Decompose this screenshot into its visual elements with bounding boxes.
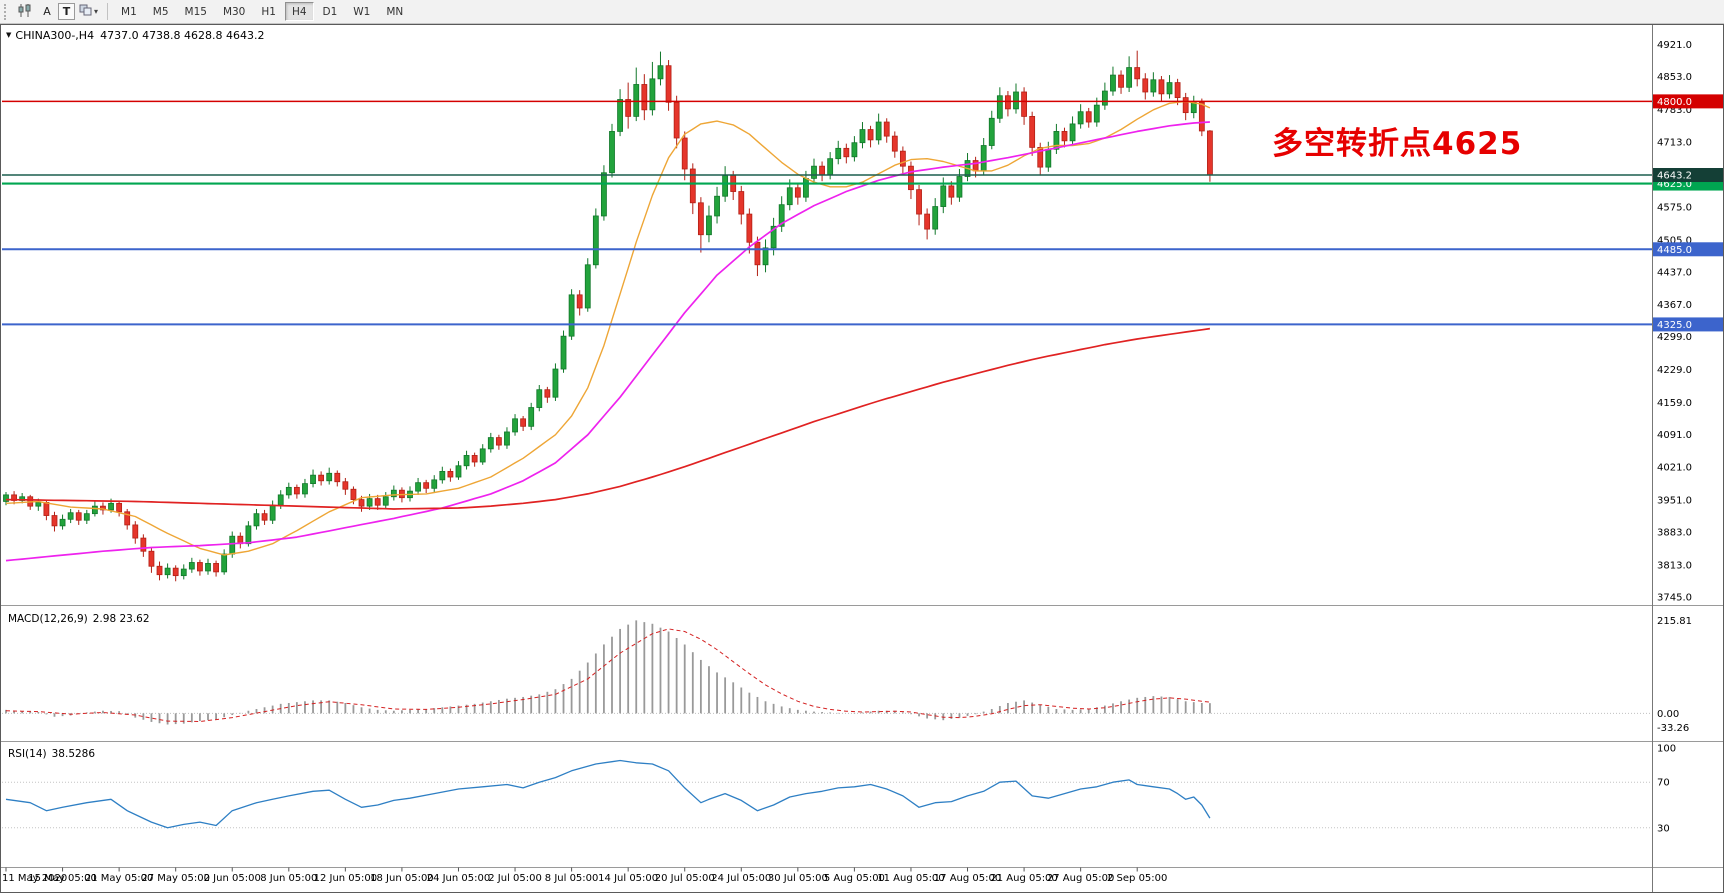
svg-text:20 Jul 05:00: 20 Jul 05:00 [655,873,715,884]
svg-text:4229.0: 4229.0 [1657,365,1692,376]
svg-text:4783.0: 4783.0 [1657,105,1692,116]
svg-text:30: 30 [1657,823,1670,834]
chart-canvas[interactable]: 4921.0 4853.0 4783.0 4713.0 4575.0 4505.0 4437… [0,24,1724,893]
svg-text:4713.0: 4713.0 [1657,138,1692,149]
svg-text:21 Aug 05:00: 21 Aug 05:00 [990,873,1057,884]
svg-text:24 Jun 05:00: 24 Jun 05:00 [427,873,491,884]
svg-text:2 Jul 05:00: 2 Jul 05:00 [488,873,542,884]
svg-text:4505.0: 4505.0 [1657,235,1692,246]
svg-text:4800.0: 4800.0 [1657,97,1692,108]
svg-text:14 Jul 05:00: 14 Jul 05:00 [598,873,658,884]
svg-text:30 Jul 05:00: 30 Jul 05:00 [768,873,828,884]
timeframe-h4-button[interactable]: H4 [284,2,314,21]
chart-candles-icon [18,3,32,20]
svg-text:27 Aug 05:00: 27 Aug 05:00 [1047,873,1114,884]
rsi-value: 38.5286 [51,748,96,760]
chart-symbol-period: CHINA300-,H4 [15,29,95,42]
timeframe-h1-button[interactable]: H1 [254,2,283,21]
macd-indicator-label: MACD(12,26,9) 2.98 23.62 [8,613,150,625]
objects-icon [79,4,92,19]
timeframe-d1-button[interactable]: D1 [316,2,345,21]
rsi-name: RSI(14) [8,748,47,760]
timeframe-m15-button[interactable]: M15 [178,2,214,21]
svg-text:8 Jun 05:00: 8 Jun 05:00 [260,873,317,884]
timeframe-mn-button[interactable]: MN [379,2,410,21]
svg-text:21 May 05:00: 21 May 05:00 [85,873,154,884]
svg-text:4921.0: 4921.0 [1657,40,1692,51]
svg-text:70: 70 [1657,778,1670,789]
svg-text:17 Aug 05:00: 17 Aug 05:00 [934,873,1001,884]
svg-text:3883.0: 3883.0 [1657,527,1692,538]
svg-text:18 Jun 05:00: 18 Jun 05:00 [370,873,434,884]
chart-dropdown-icon[interactable]: ▼ [6,31,12,39]
svg-text:4437.0: 4437.0 [1657,267,1692,278]
annotation-text[interactable]: 多空转折点4625 [1272,126,1523,162]
svg-text:4091.0: 4091.0 [1657,430,1692,441]
svg-text:4485.0: 4485.0 [1657,245,1692,256]
svg-text:3745.0: 3745.0 [1657,592,1692,603]
svg-text:8 Jul 05:00: 8 Jul 05:00 [545,873,599,884]
toolbar-separator [107,3,109,20]
svg-text:15 May 05:00: 15 May 05:00 [28,873,97,884]
toolbar: A T ▾ M1 M5 M15 M30 H1 H4 D1 W1 MN [0,0,1724,24]
svg-text:5 Aug 05:00: 5 Aug 05:00 [824,873,885,884]
svg-text:4853.0: 4853.0 [1657,72,1692,83]
svg-text:4575.0: 4575.0 [1657,203,1692,214]
macd-values: 2.98 23.62 [92,613,150,625]
svg-text:3951.0: 3951.0 [1657,496,1692,507]
chart-type-button[interactable] [14,2,36,22]
svg-text:100: 100 [1657,744,1676,755]
caret-down-icon: ▾ [94,7,99,16]
svg-text:4643.2: 4643.2 [1657,171,1692,182]
timeframe-m30-button[interactable]: M30 [216,2,252,21]
svg-text:2 Jun 05:00: 2 Jun 05:00 [204,873,261,884]
svg-text:4367.0: 4367.0 [1657,300,1692,311]
svg-text:2 Sep 05:00: 2 Sep 05:00 [1107,873,1167,884]
svg-text:24 Jul 05:00: 24 Jul 05:00 [711,873,771,884]
timeframe-m1-button[interactable]: M1 [114,2,144,21]
svg-text:4299.0: 4299.0 [1657,332,1692,343]
timeframe-m5-button[interactable]: M5 [146,2,176,21]
svg-text:27 May 05:00: 27 May 05:00 [141,873,210,884]
chart-title: ▼ CHINA300-,H4 4737.0 4738.8 4628.8 4643.2 [6,29,265,42]
svg-text:0.00: 0.00 [1657,709,1679,720]
chart-window[interactable]: 4921.0 4853.0 4783.0 4713.0 4575.0 4505.0 4437… [0,24,1724,893]
cursor-tool-button[interactable]: A [36,2,58,22]
svg-text:4159.0: 4159.0 [1657,398,1692,409]
macd-name: MACD(12,26,9) [8,613,88,625]
toolbar-grip[interactable] [4,3,10,20]
svg-text:4325.0: 4325.0 [1657,320,1692,331]
svg-text:11 May 2020: 11 May 2020 [2,873,67,884]
svg-text:11 Aug 05:00: 11 Aug 05:00 [877,873,944,884]
svg-text:3813.0: 3813.0 [1657,560,1692,571]
chart-ohlc-values: 4737.0 4738.8 4628.8 4643.2 [100,29,265,42]
svg-text:4021.0: 4021.0 [1657,463,1692,474]
rsi-indicator-label: RSI(14) 38.5286 [8,748,95,760]
svg-text:4625.0: 4625.0 [1657,179,1692,190]
svg-text:-33.26: -33.26 [1657,723,1689,734]
timeframe-w1-button[interactable]: W1 [346,2,377,21]
svg-text:215.81: 215.81 [1657,616,1692,627]
text-tool-button[interactable]: T [58,3,75,20]
objects-dropdown-button[interactable]: ▾ [75,2,102,22]
svg-text:12 Jun 05:00: 12 Jun 05:00 [314,873,378,884]
